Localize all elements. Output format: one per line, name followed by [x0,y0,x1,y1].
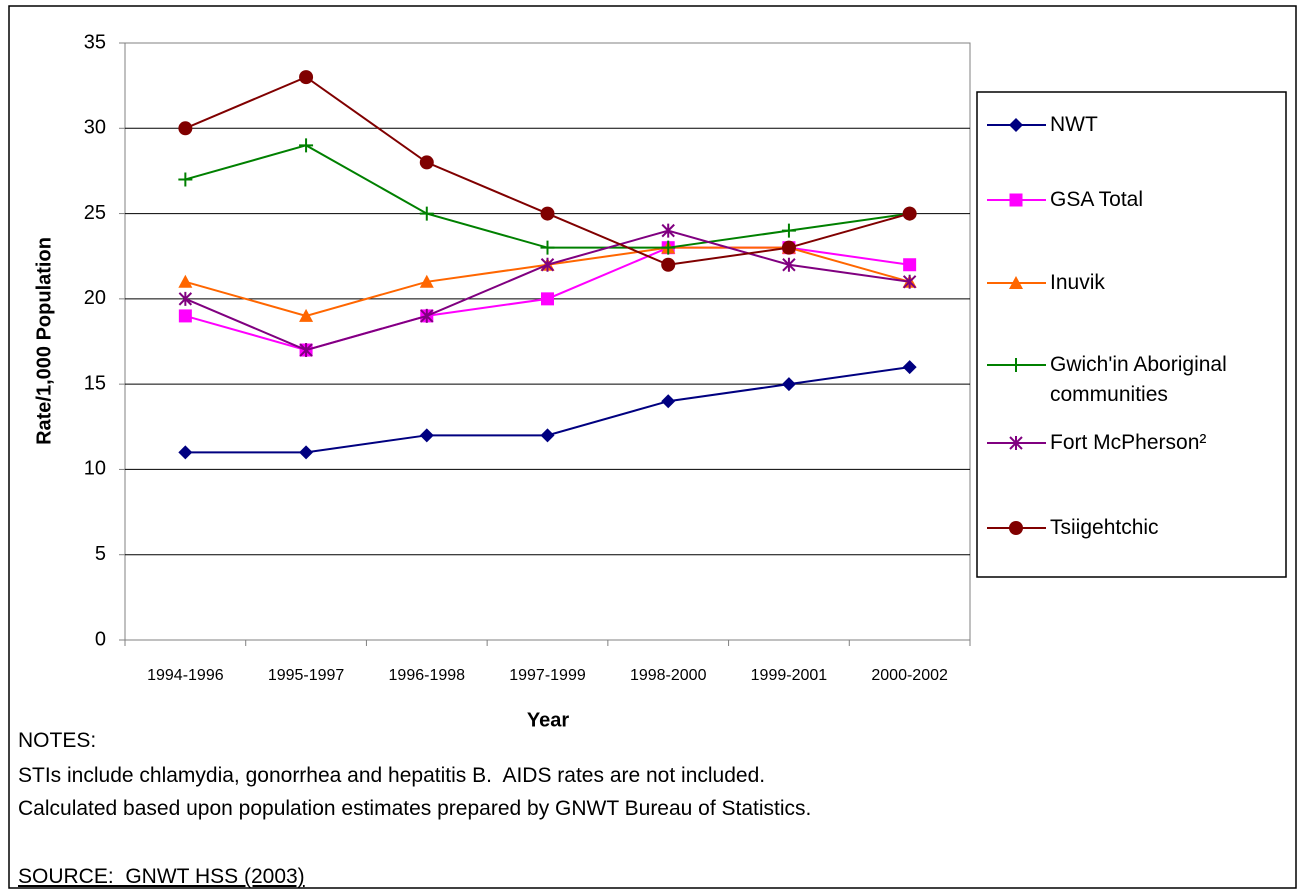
y-axis-title: Rate/1,000 Population [33,237,55,445]
source: SOURCE: GNWT HSS (2003) [18,865,305,888]
y-tick-label: 15 [84,372,106,394]
data-point [178,309,192,323]
data-point [661,394,676,409]
data-point [420,308,434,323]
data-point [299,70,314,85]
x-tick-label: 1996-1998 [389,667,466,684]
legend-marker [1009,118,1023,132]
y-tick-label: 30 [84,117,106,139]
legend-label: Gwich'in Aboriginal communities [1050,353,1227,406]
x-tick-label: 1999-2001 [751,667,828,684]
data-point [661,223,675,238]
data-point [781,223,796,238]
data-point [540,257,555,272]
data-point [178,172,193,187]
y-tick-label: 20 [84,287,106,309]
legend-label: Fort McPherson² [1050,431,1207,454]
note-line: STIs include chlamydia, gonorrhea and he… [18,764,766,787]
data-point [299,138,314,153]
legend-label: Inuvik [1050,271,1105,294]
note-line: Calculated based upon population estimat… [18,797,812,820]
data-point [178,445,193,460]
frame [8,5,1297,889]
legend-label: GSA Total [1050,188,1144,211]
legend-marker [1009,276,1023,289]
data-point [902,360,917,375]
data-point [661,240,676,255]
y-tick-label: 25 [84,202,106,224]
legend-marker [1009,521,1023,535]
data-point [903,258,917,272]
legend-label: NWT [1050,113,1098,136]
data-point [299,308,314,322]
data-point [782,257,796,272]
legend-marker [1009,193,1023,207]
data-point [178,121,193,136]
data-point [661,257,676,272]
x-tick-label: 1995-1997 [268,667,345,684]
legend-marker [1009,436,1023,450]
series-line [184,75,910,266]
notes-heading: NOTES: [18,729,97,752]
data-point [299,343,313,358]
data-point [540,206,555,221]
legend-marker [1009,358,1023,372]
data-point [419,274,434,288]
x-tick-label: 2000-2002 [871,667,948,684]
series-line [185,144,910,249]
data-point [419,428,434,443]
data-point [781,240,796,255]
data-point [178,291,193,306]
data-point [902,274,917,289]
data-point [540,240,555,255]
x-tick-label: 1994-1996 [147,667,224,684]
plot-area [124,42,971,641]
x-tick-label: 1997-1999 [509,667,586,684]
legend-label: Tsiigehtchic [1050,516,1159,539]
y-tick-label: 0 [95,628,106,650]
y-tick-label: 10 [84,458,106,480]
y-tick-label: 35 [84,31,106,53]
data-point [299,445,314,460]
data-point [541,292,554,306]
data-point [419,206,434,221]
data-point [540,428,555,443]
y-tick-label: 5 [95,543,106,565]
legend-box [976,91,1287,578]
x-axis-title: Year [527,709,569,731]
data-point [419,155,434,170]
data-point [902,206,917,221]
data-point [178,274,193,288]
x-tick-label: 1998-2000 [630,667,707,684]
data-point [781,377,796,392]
